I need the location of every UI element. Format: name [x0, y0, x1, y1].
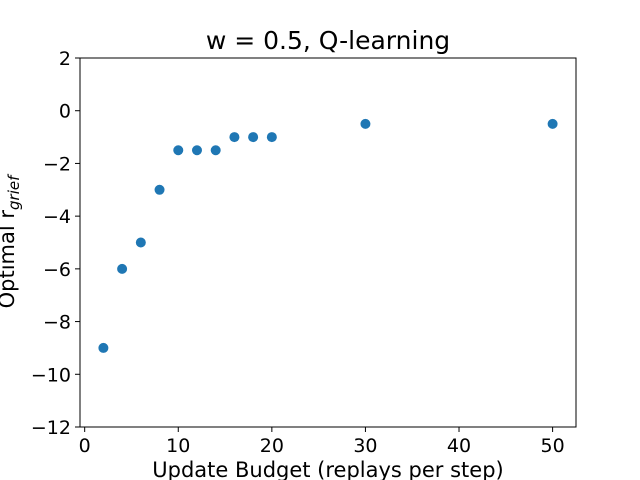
y-axis-label-subscript: grief: [5, 173, 23, 210]
data-point-3: [154, 184, 165, 195]
y-tick-label-1: 0: [59, 101, 71, 123]
x-tick-label-1: 10: [166, 435, 190, 457]
data-point-0: [98, 342, 109, 353]
x-tick-label-0: 0: [79, 435, 91, 457]
data-point-2: [135, 237, 146, 248]
data-point-8: [248, 132, 259, 143]
plot-frame: [79, 57, 577, 428]
data-point-1: [117, 263, 128, 274]
y-axis-ticks: 2 0 −2 −4 −6 −8 −10 −12: [31, 48, 80, 439]
x-tick-label-3: 30: [353, 435, 377, 457]
data-point-11: [547, 118, 558, 129]
data-point-10: [360, 118, 371, 129]
x-tick-label-4: 40: [447, 435, 471, 457]
y-tick-label-0: 2: [59, 48, 71, 70]
y-tick-label-4: −6: [43, 259, 71, 281]
x-axis-ticks: 0 10 20 30 40 50: [79, 427, 565, 457]
y-axis-label-main: Optimal r: [0, 210, 19, 309]
data-point-6: [210, 145, 221, 156]
data-points: [98, 118, 558, 353]
y-tick-label-7: −12: [31, 417, 71, 439]
y-tick-label-5: −8: [43, 312, 71, 334]
data-point-9: [266, 132, 277, 143]
y-axis-label: Optimal rgrief: [0, 173, 23, 308]
x-axis-label: Update Budget (replays per step): [152, 458, 503, 480]
data-point-4: [173, 145, 184, 156]
chart-title: w = 0.5, Q-learning: [206, 26, 450, 55]
y-tick-label-6: −10: [31, 364, 71, 386]
y-tick-label-2: −2: [43, 153, 71, 175]
data-point-5: [191, 145, 202, 156]
x-tick-label-5: 50: [541, 435, 565, 457]
x-tick-label-2: 20: [260, 435, 284, 457]
y-tick-label-3: −4: [43, 206, 71, 228]
data-point-7: [229, 132, 240, 143]
